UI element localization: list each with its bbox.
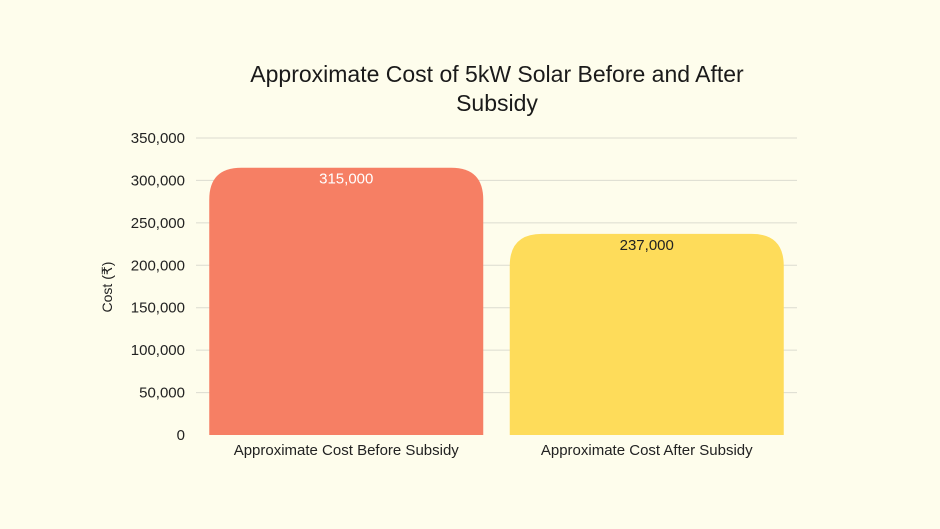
y-tick-label: 250,000 xyxy=(131,215,185,232)
x-category-label: Approximate Cost Before Subsidy xyxy=(234,442,460,459)
y-tick-label: 150,000 xyxy=(131,300,185,317)
chart-title-line-1: Approximate Cost of 5kW Solar Before and… xyxy=(250,61,744,87)
chart-title-line-2: Subsidy xyxy=(456,90,538,116)
y-axis-label: Cost (₹) xyxy=(99,262,115,313)
y-axis-ticks: 0 50,000 100,000 150,000 200,000 250,000 300,0… xyxy=(131,130,185,444)
y-tick-label: 50,000 xyxy=(139,385,185,402)
y-tick-label: 200,000 xyxy=(131,257,185,274)
bars xyxy=(209,167,784,435)
data-label: 237,000 xyxy=(620,237,674,254)
y-tick-label: 300,000 xyxy=(131,172,185,189)
data-labels: 315,000 237,000 xyxy=(319,171,674,254)
x-category-label: Approximate Cost After Subsidy xyxy=(541,442,753,459)
y-tick-label: 100,000 xyxy=(131,342,185,359)
x-axis-categories: Approximate Cost Before Subsidy Approxima… xyxy=(234,442,753,459)
bar xyxy=(209,167,484,435)
y-tick-label: 350,000 xyxy=(131,130,185,147)
y-tick-label: 0 xyxy=(177,427,185,444)
data-label: 315,000 xyxy=(319,171,373,188)
bar xyxy=(509,233,784,435)
